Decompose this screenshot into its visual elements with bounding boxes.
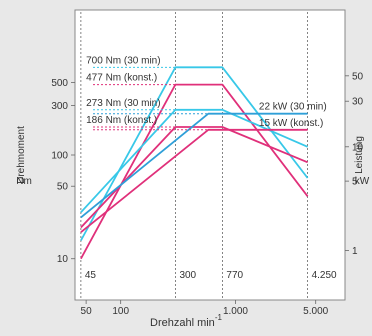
x-tick-label: 1.000 [223,306,248,317]
y-left-tick-label: 10 [57,254,69,265]
y-right-tick-label: 1 [352,246,358,257]
series-line [80,66,309,241]
series-line [80,83,309,260]
speed-marker-label: 770 [226,270,243,281]
y-right-tick-label: 30 [352,97,364,108]
y-right-tick-label: 10 [352,142,364,153]
speed-marker-label: 45 [85,270,97,281]
y-right-axis-label: Leistung [354,136,365,174]
y-left-tick-label: 500 [51,78,68,89]
series-line [80,108,308,213]
series-annotation: 700 Nm (30 min) [86,55,160,66]
series-annotation: 273 Nm (30 min) [86,98,160,109]
series-annotation: 15 kW (konst.) [259,118,323,129]
x-axis-label: Drehzahl min-1 [150,313,222,329]
y-right-axis-unit: kW [355,176,370,187]
y-left-axis-unit: Nm [16,176,32,187]
y-left-tick-label: 100 [51,151,68,162]
series-line [80,128,308,233]
series-line [80,126,308,229]
x-tick-label: 50 [81,306,93,317]
series-annotation: 22 kW (30 min) [259,102,327,113]
x-tick-label: 5.000 [303,306,328,317]
series-annotation: 477 Nm (konst.) [86,73,157,84]
y-right-tick-label: 50 [352,71,364,82]
y-left-tick-label: 300 [51,101,68,112]
y-left-axis-label: Drehmoment [16,126,27,184]
y-right-tick-label: 5 [352,177,358,188]
y-left-tick-label: 50 [57,182,69,193]
series-line [80,112,308,219]
speed-marker-label: 4.250 [312,270,337,281]
series-annotation: 186 Nm (konst.) [86,115,157,126]
plot-area [74,9,346,301]
x-tick-label: 100 [112,306,129,317]
speed-marker-label: 300 [179,270,196,281]
